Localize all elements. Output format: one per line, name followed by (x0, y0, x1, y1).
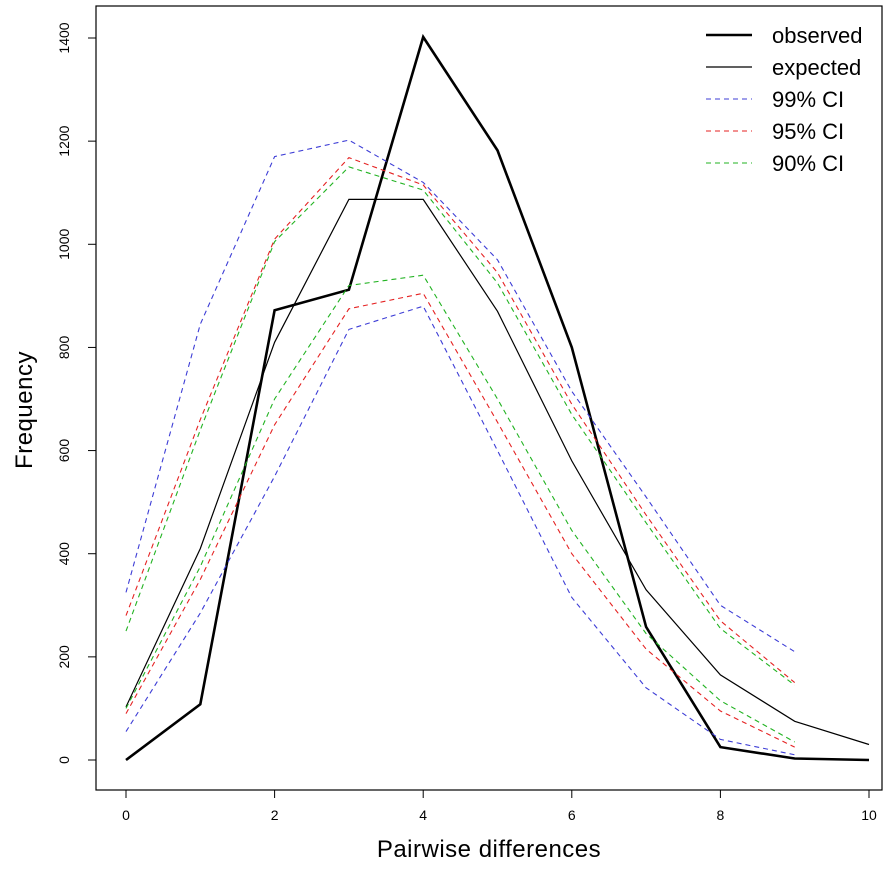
y-tick-label: 1000 (56, 229, 72, 260)
series-line-1 (125, 198, 870, 746)
y-tick-label: 600 (56, 439, 72, 463)
y-tick-label: 200 (56, 645, 72, 669)
legend-label: 95% CI (772, 119, 844, 144)
x-tick-label: 0 (122, 807, 130, 823)
y-tick-label: 400 (56, 542, 72, 566)
series-line-6 (125, 166, 796, 686)
y-tick-label: 1400 (56, 22, 72, 53)
legend-label: 90% CI (772, 151, 844, 176)
x-tick-label: 10 (861, 807, 877, 823)
x-tick-label: 8 (717, 807, 725, 823)
legend-label: 99% CI (772, 87, 844, 112)
plot-frame (95, 5, 883, 791)
x-tick-label: 6 (568, 807, 576, 823)
x-tick-label: 4 (419, 807, 427, 823)
series-lines (125, 33, 870, 762)
series-line-3 (125, 305, 795, 756)
series-line-4 (125, 156, 796, 684)
series-line-7 (125, 274, 795, 743)
y-tick-label: 0 (56, 756, 72, 764)
series-line-2 (125, 139, 795, 653)
plot-area (95, 5, 883, 791)
y-tick-label: 1200 (56, 125, 72, 156)
legend: observed expected 99% CI 95% CI 90% CI (706, 23, 863, 176)
legend-label: expected (772, 55, 861, 80)
legend-label: observed (772, 23, 863, 48)
x-axis: 0 2 4 6 8 10 (122, 790, 877, 823)
series-line-5 (125, 292, 795, 748)
x-axis-title: Pairwise differences (377, 836, 601, 863)
y-axis-title: Frequency (11, 351, 38, 469)
y-tick-label: 800 (56, 336, 72, 360)
y-axis: 0 200 400 600 800 1000 1200 1400 (56, 22, 96, 764)
x-tick-label: 2 (271, 807, 279, 823)
series-line-0 (125, 33, 870, 762)
